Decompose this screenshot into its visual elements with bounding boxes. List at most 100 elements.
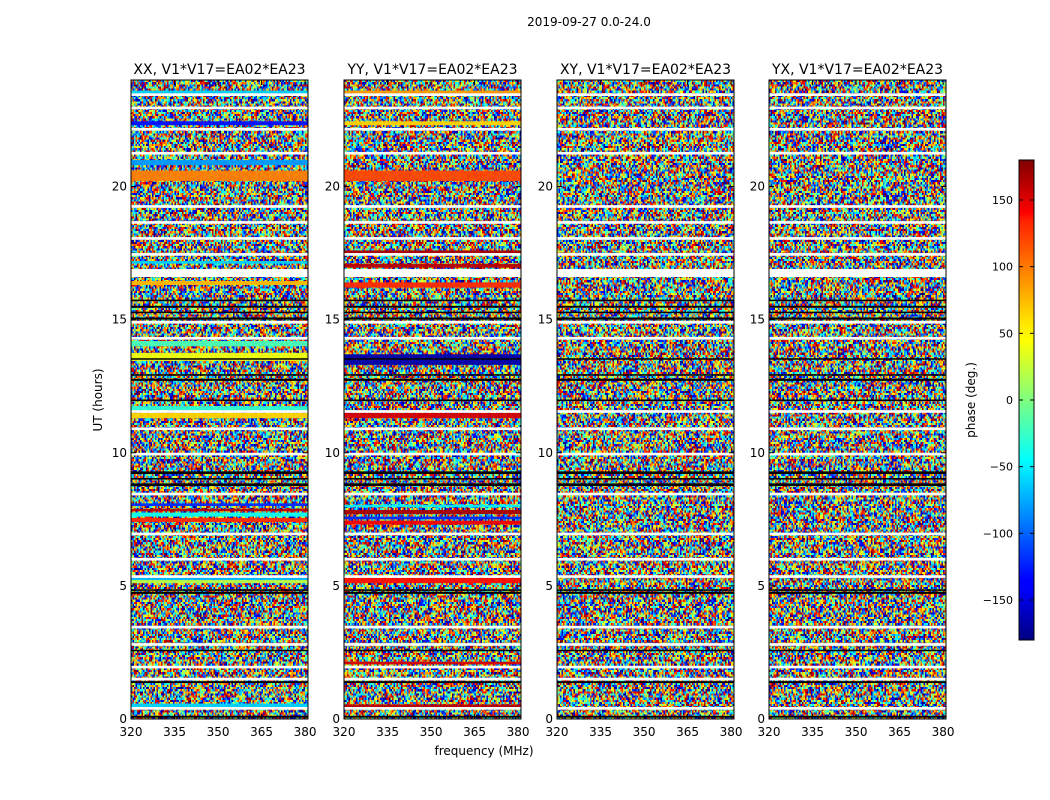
phase-band bbox=[131, 281, 308, 286]
phase-band bbox=[344, 121, 521, 126]
flagged-row bbox=[344, 532, 521, 536]
flagged-row bbox=[557, 410, 734, 413]
flagged-row bbox=[557, 205, 734, 208]
flagged-row bbox=[344, 427, 521, 431]
phase-band bbox=[131, 261, 308, 264]
x-tick-label: 380 bbox=[507, 725, 530, 739]
dark-row bbox=[557, 471, 734, 475]
dark-row bbox=[131, 649, 308, 652]
flagged-row bbox=[557, 452, 734, 456]
flagged-row bbox=[769, 492, 946, 496]
flagged-row bbox=[131, 106, 308, 110]
flagged-row bbox=[344, 452, 521, 456]
flagged-row bbox=[131, 320, 308, 324]
phase-band bbox=[131, 503, 308, 506]
dark-row bbox=[344, 317, 521, 320]
dark-row bbox=[557, 378, 734, 381]
panel-frame bbox=[768, 79, 947, 720]
phase-band bbox=[131, 352, 308, 361]
flagged-row bbox=[344, 625, 521, 629]
flagged-row bbox=[131, 557, 308, 561]
phase-band bbox=[344, 516, 521, 520]
flagged-row bbox=[557, 127, 734, 131]
panel-frame bbox=[343, 79, 522, 720]
flagged-row bbox=[344, 237, 521, 240]
phase-band bbox=[131, 703, 308, 708]
y-tick-label: 15 bbox=[112, 313, 127, 327]
colorbar-tick-label: 50 bbox=[999, 327, 1013, 340]
phase-band bbox=[131, 90, 308, 94]
flagged-row bbox=[344, 127, 521, 131]
dark-row bbox=[344, 358, 521, 360]
flagged-row bbox=[557, 643, 734, 646]
flagged-row bbox=[344, 336, 521, 340]
flagged-row bbox=[557, 336, 734, 340]
dark-row bbox=[344, 715, 521, 718]
phase-band bbox=[344, 504, 521, 508]
y-axis-label: UT (hours) bbox=[91, 368, 105, 431]
phase-band bbox=[131, 580, 308, 584]
flagged-row bbox=[344, 492, 521, 496]
phase-band bbox=[344, 90, 521, 94]
flagged-row bbox=[769, 643, 946, 646]
dark-row bbox=[769, 589, 946, 591]
y-tick-label: 5 bbox=[545, 579, 553, 593]
panel-frame bbox=[556, 79, 735, 720]
flagged-row bbox=[769, 336, 946, 340]
dark-row bbox=[344, 311, 521, 314]
x-tick-label: 335 bbox=[163, 725, 186, 739]
flagged-row bbox=[131, 643, 308, 646]
flagged-row bbox=[769, 205, 946, 208]
dark-row bbox=[769, 399, 946, 401]
flagged-row bbox=[769, 427, 946, 431]
flagged-row bbox=[769, 410, 946, 413]
dark-row bbox=[557, 358, 734, 360]
panel-xx: XX, V1*V17=EA02*EA23 320 335 350 365 380 0 5 10 1… bbox=[112, 62, 317, 739]
x-tick-label: 365 bbox=[888, 725, 911, 739]
flagged-row bbox=[344, 106, 521, 110]
dark-row bbox=[131, 378, 308, 381]
flagged-row bbox=[131, 221, 308, 224]
flagged-row bbox=[557, 492, 734, 496]
dark-row bbox=[344, 399, 521, 401]
dark-row bbox=[344, 589, 521, 591]
flagged-row bbox=[769, 575, 946, 578]
y-tick-label: 15 bbox=[325, 313, 340, 327]
dark-row bbox=[557, 483, 734, 487]
dark-row bbox=[131, 681, 308, 684]
dark-row bbox=[769, 715, 946, 718]
x-tick-label: 320 bbox=[546, 725, 569, 739]
panel-content bbox=[131, 80, 308, 719]
phase-band bbox=[344, 577, 521, 584]
dark-row bbox=[131, 374, 308, 376]
dark-row bbox=[131, 715, 308, 718]
phase-band bbox=[344, 282, 521, 288]
panel-title: YX, V1*V17=EA02*EA23 bbox=[771, 62, 943, 78]
x-tick-label: 335 bbox=[801, 725, 824, 739]
dark-row bbox=[344, 374, 521, 376]
dark-row bbox=[344, 471, 521, 475]
flagged-row bbox=[557, 625, 734, 629]
y-tick-label: 20 bbox=[538, 180, 553, 194]
panel-yx: YX, V1*V17=EA02*EA23 320 335 350 365 380 0 5 10 1… bbox=[750, 62, 955, 739]
flagged-row bbox=[557, 665, 734, 669]
dark-row bbox=[769, 378, 946, 381]
flagged-row bbox=[344, 151, 521, 155]
y-tick-label: 5 bbox=[757, 579, 765, 593]
flagged-row bbox=[131, 707, 308, 710]
x-tick-label: 380 bbox=[294, 725, 317, 739]
flagged-row bbox=[769, 452, 946, 456]
flagged-row bbox=[557, 677, 734, 681]
flagged-row bbox=[131, 237, 308, 240]
flagged-row bbox=[131, 127, 308, 131]
x-tick-label: 320 bbox=[120, 725, 143, 739]
phase-band bbox=[344, 509, 521, 514]
x-tick-label: 335 bbox=[376, 725, 399, 739]
dark-row bbox=[769, 317, 946, 320]
flagged-row bbox=[344, 575, 521, 578]
dark-row bbox=[769, 591, 946, 594]
dark-row bbox=[769, 478, 946, 480]
y-tick-label: 20 bbox=[112, 180, 127, 194]
flagged-row bbox=[344, 205, 521, 208]
panel-content bbox=[344, 80, 521, 719]
